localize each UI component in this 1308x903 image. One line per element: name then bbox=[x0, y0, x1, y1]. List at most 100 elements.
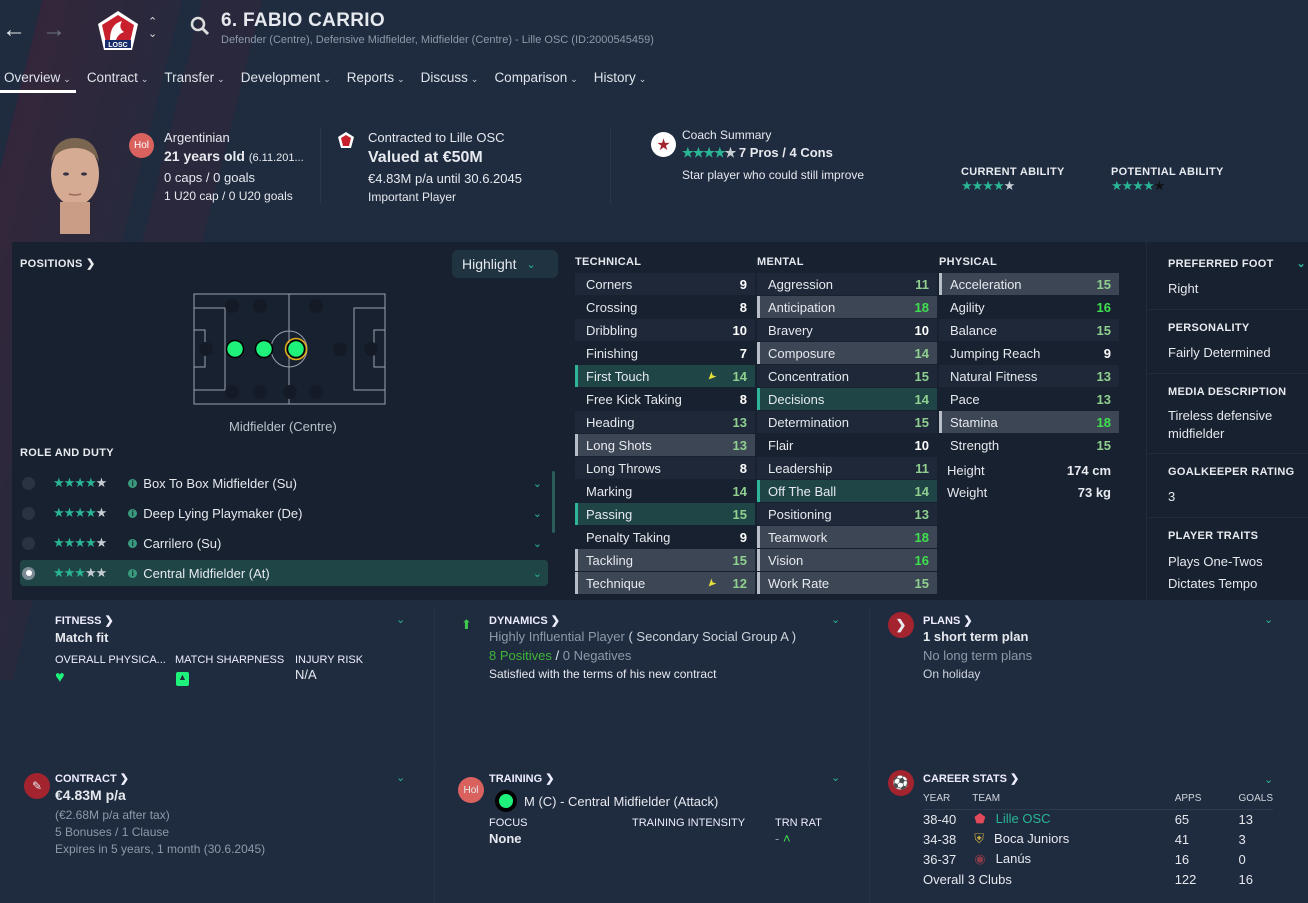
training-link[interactable]: TRAINING ❯ bbox=[489, 773, 555, 785]
attribute-row[interactable]: Balance 15 bbox=[939, 319, 1119, 341]
attribute-row[interactable]: Free Kick Taking 8 bbox=[575, 388, 755, 410]
positions-link[interactable]: POSITIONS ❯ bbox=[20, 258, 96, 270]
potential-ability-stars: ★★★★★ bbox=[1111, 178, 1165, 193]
attribute-row[interactable]: Corners 9 bbox=[575, 273, 755, 295]
chevron-down-icon[interactable]: ⌄ bbox=[532, 477, 542, 490]
search-icon[interactable] bbox=[190, 16, 210, 39]
attribute-name: Aggression bbox=[768, 276, 834, 292]
attribute-value: 15 bbox=[1096, 276, 1111, 292]
expand-chevron-icon[interactable]: ⌄ bbox=[1264, 774, 1274, 786]
back-arrow-icon[interactable]: ← bbox=[2, 16, 26, 43]
tab-contract[interactable]: Contract ⌄ bbox=[86, 70, 149, 85]
team-link[interactable]: Lanús bbox=[995, 851, 1032, 866]
role-stars: ★★★★★ bbox=[53, 505, 107, 520]
expand-chevron-icon[interactable]: ⌄ bbox=[396, 614, 406, 626]
apps: 41 bbox=[1174, 831, 1190, 847]
attribute-row[interactable]: Long Throws 8 bbox=[575, 457, 755, 479]
role-radio[interactable] bbox=[22, 536, 35, 550]
role-row[interactable]: ★★★★★ i Carrilero (Su) ⌄ bbox=[20, 530, 548, 556]
attribute-row[interactable]: Stamina 18 bbox=[939, 411, 1119, 433]
expand-chevron-icon[interactable]: ⌄ bbox=[1264, 614, 1274, 626]
attribute-row[interactable]: Bravery 10 bbox=[757, 319, 937, 341]
forward-arrow-icon[interactable]: → bbox=[42, 16, 66, 43]
dynamics-link[interactable]: DYNAMICS ❯ bbox=[489, 615, 560, 627]
football-icon: ⚽ bbox=[888, 770, 914, 796]
attribute-row[interactable]: Positioning 13 bbox=[757, 503, 937, 525]
attribute-row[interactable]: Crossing 8 bbox=[575, 296, 755, 318]
expand-chevron-icon[interactable]: ⌄ bbox=[396, 772, 406, 784]
info-icon[interactable]: i bbox=[128, 568, 138, 578]
role-radio[interactable] bbox=[22, 506, 35, 520]
role-row[interactable]: ★★★★★ i Box To Box Midfielder (Su) ⌄ bbox=[20, 470, 548, 496]
team-link[interactable]: Boca Juniors bbox=[994, 831, 1070, 846]
plans-link[interactable]: PLANS ❯ bbox=[923, 615, 973, 627]
chevron-down-icon[interactable]: ⌄ bbox=[532, 507, 542, 520]
attribute-row[interactable]: Flair 10 bbox=[757, 434, 937, 456]
attribute-value: 8 bbox=[739, 460, 747, 476]
chevron-down-icon[interactable]: ⌄ bbox=[532, 537, 542, 550]
tab-development[interactable]: Development ⌄ bbox=[240, 70, 331, 85]
attribute-row[interactable]: Determination 15 bbox=[757, 411, 937, 433]
pros-cons: 7 Pros / 4 Cons bbox=[738, 145, 833, 160]
plans-note: On holiday bbox=[923, 667, 981, 681]
roles-scrollbar[interactable] bbox=[552, 471, 555, 533]
tab-transfer[interactable]: Transfer ⌄ bbox=[164, 70, 225, 85]
attribute-row[interactable]: Natural Fitness 13 bbox=[939, 365, 1119, 387]
attribute-row[interactable]: Penalty Taking 9 bbox=[575, 526, 755, 548]
attribute-row[interactable]: Dribbling 10 bbox=[575, 319, 755, 341]
attribute-row[interactable]: Work Rate 15 bbox=[757, 572, 937, 594]
attribute-name: Strength bbox=[950, 437, 1000, 453]
u20-caps: 1 U20 cap / 0 U20 goals bbox=[164, 189, 293, 203]
attribute-value: 16 bbox=[1096, 299, 1111, 315]
attribute-row[interactable]: Tackling 15 bbox=[575, 549, 755, 571]
attribute-row[interactable]: Strength 15 bbox=[939, 434, 1119, 456]
attribute-row[interactable]: Jumping Reach 9 bbox=[939, 342, 1119, 364]
expand-chevron-icon[interactable]: ⌄ bbox=[1296, 258, 1306, 270]
info-icon[interactable]: i bbox=[128, 538, 138, 548]
personality: Fairly Determined bbox=[1168, 345, 1271, 360]
player-switch-chevrons[interactable]: ⌃ ⌄ bbox=[148, 16, 158, 40]
role-row[interactable]: ★★★★★ i Deep Lying Playmaker (De) ⌄ bbox=[20, 500, 548, 526]
contract-panel: ✎ CONTRACT ❯ ⌄ €4.83M p/a (€2.68M p/a af… bbox=[0, 765, 435, 903]
trend-up-icon: ˄ bbox=[782, 831, 791, 846]
info-icon[interactable]: i bbox=[128, 478, 138, 488]
attribute-row[interactable]: Technique ➤ 12 bbox=[575, 572, 755, 594]
attribute-value: 13 bbox=[1096, 368, 1111, 384]
role-row[interactable]: ★★★★★ i Central Midfielder (At) ⌄ bbox=[20, 560, 548, 586]
attribute-row[interactable]: Anticipation 18 bbox=[757, 296, 937, 318]
dynamics-panel: ⬆ DYNAMICS ❯ ⌄ Highly Influential Player… bbox=[435, 605, 870, 763]
attribute-row[interactable]: Leadership 11 bbox=[757, 457, 937, 479]
tab-reports[interactable]: Reports ⌄ bbox=[346, 70, 405, 85]
team-link[interactable]: Lille OSC bbox=[995, 811, 1051, 827]
tab-comparison[interactable]: Comparison ⌄ bbox=[494, 70, 578, 85]
career-stats-link[interactable]: CAREER STATS ❯ bbox=[923, 773, 1020, 785]
tab-discuss[interactable]: Discuss ⌄ bbox=[420, 70, 479, 85]
attribute-row[interactable]: Finishing 7 bbox=[575, 342, 755, 364]
expand-chevron-icon[interactable]: ⌄ bbox=[831, 772, 841, 784]
attribute-row[interactable]: Heading 13 bbox=[575, 411, 755, 433]
attribute-row[interactable]: Aggression 11 bbox=[757, 273, 937, 295]
attribute-row[interactable]: Decisions 14 bbox=[757, 388, 937, 410]
role-radio[interactable] bbox=[22, 566, 35, 580]
attribute-row[interactable]: Long Shots 13 bbox=[575, 434, 755, 456]
attribute-row[interactable]: Off The Ball 14 bbox=[757, 480, 937, 502]
attribute-row[interactable]: Pace 13 bbox=[939, 388, 1119, 410]
tab-overview[interactable]: Overview ⌄ bbox=[0, 67, 76, 93]
attribute-row[interactable]: Concentration 15 bbox=[757, 365, 937, 387]
expand-chevron-icon[interactable]: ⌄ bbox=[831, 614, 841, 626]
info-icon[interactable]: i bbox=[128, 508, 138, 518]
fitness-link[interactable]: FITNESS ❯ bbox=[55, 615, 114, 627]
contract-link[interactable]: CONTRACT ❯ bbox=[55, 773, 129, 785]
attribute-row[interactable]: Acceleration 15 bbox=[939, 273, 1119, 295]
attribute-row[interactable]: Vision 16 bbox=[757, 549, 937, 571]
role-radio[interactable] bbox=[22, 476, 35, 490]
attribute-row[interactable]: Agility 16 bbox=[939, 296, 1119, 318]
tab-history[interactable]: History ⌄ bbox=[593, 70, 647, 85]
attribute-row[interactable]: Marking 14 bbox=[575, 480, 755, 502]
highlight-dropdown[interactable]: Highlight ⌄ bbox=[452, 250, 558, 278]
chevron-down-icon[interactable]: ⌄ bbox=[532, 567, 542, 580]
attribute-row[interactable]: Teamwork 18 bbox=[757, 526, 937, 548]
attribute-row[interactable]: First Touch ➤ 14 bbox=[575, 365, 755, 387]
attribute-row[interactable]: Passing 15 bbox=[575, 503, 755, 525]
attribute-row[interactable]: Composure 14 bbox=[757, 342, 937, 364]
